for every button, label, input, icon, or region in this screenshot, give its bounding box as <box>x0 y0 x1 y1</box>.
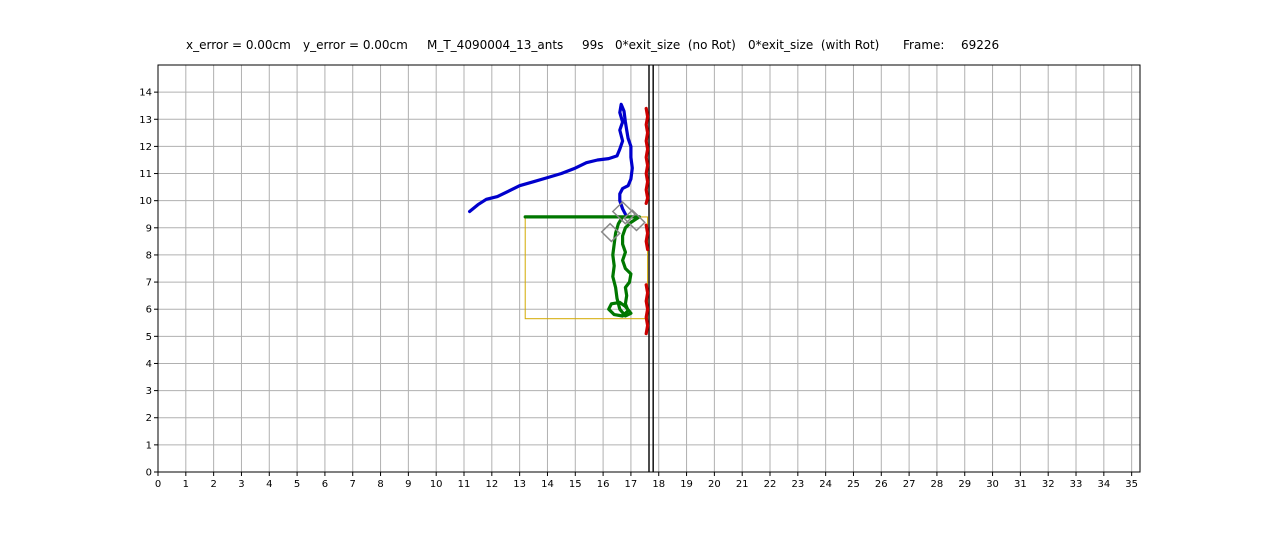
load-outline <box>611 200 637 225</box>
bounding-rectangle <box>524 216 649 320</box>
load-outline <box>622 209 646 232</box>
y-tick-label: 9 <box>146 223 152 234</box>
x-tick-label: 11 <box>458 479 471 490</box>
x-tick-label: 19 <box>680 479 693 490</box>
x-tick-label: 6 <box>322 479 328 490</box>
x-tick-label: 22 <box>764 479 777 490</box>
trajectory-line <box>644 106 650 205</box>
x-tick-label: 18 <box>652 479 665 490</box>
plot-frame <box>157 64 1141 473</box>
x-tick-label: 3 <box>238 479 244 490</box>
y-tick-label: 10 <box>139 196 152 207</box>
x-tick-label: 0 <box>155 479 161 490</box>
x-tick-label: 2 <box>210 479 216 490</box>
y-tick-label: 0 <box>146 468 152 479</box>
trajectory-line <box>523 215 641 318</box>
x-tick-label: 24 <box>819 479 832 490</box>
figure-title: x_error = 0.00cm y_error = 0.00cm M_T_40… <box>0 38 1268 56</box>
y-tick-label: 13 <box>139 115 152 126</box>
x-tick-label: 15 <box>569 479 582 490</box>
y-tick-label: 12 <box>139 142 152 153</box>
wall-layer <box>648 65 654 472</box>
x-tick-label: 21 <box>736 479 749 490</box>
series-layer <box>468 102 650 336</box>
x-tick-label: 31 <box>1014 479 1027 490</box>
trajectory-line <box>644 283 650 336</box>
x-tick-label: 4 <box>266 479 272 490</box>
x-tick-label: 27 <box>903 479 916 490</box>
x-tick-label: 35 <box>1125 479 1138 490</box>
x-tick-label: 33 <box>1070 479 1083 490</box>
time-label: 99s <box>582 38 604 52</box>
exit-with-rot-label: 0*exit_size (with Rot) <box>748 38 880 52</box>
axis-layer: 0 1 2 3 4 5 6 7 8 9 10 11 12 13 14 15 16 17 18 19 20 21 22 23 24… <box>139 64 1141 490</box>
load-outline <box>600 222 621 243</box>
exit-no-rot-label: 0*exit_size (no Rot) <box>615 38 736 52</box>
frame-label: Frame: <box>903 38 945 52</box>
x-tick-label: 20 <box>708 479 721 490</box>
x-tick-label: 26 <box>875 479 888 490</box>
x-tick-label: 34 <box>1097 479 1110 490</box>
y-tick-label: 11 <box>139 169 152 180</box>
x-tick-label: 1 <box>183 479 189 490</box>
load-layer <box>600 200 646 243</box>
x-tick-label: 30 <box>986 479 999 490</box>
x-tick-label: 28 <box>931 479 944 490</box>
experiment-label: M_T_4090004_13_ants <box>427 38 564 52</box>
x-tick-label: 9 <box>405 479 411 490</box>
y-tick-label: 3 <box>146 386 152 397</box>
y-tick-label: 7 <box>146 278 152 289</box>
x-tick-label: 29 <box>958 479 971 490</box>
y-error-label: y_error = 0.00cm <box>303 38 408 52</box>
x-tick-label: 5 <box>294 479 300 490</box>
y-tick-label: 4 <box>146 359 152 370</box>
y-tick-label: 14 <box>139 88 152 99</box>
x-tick-label: 32 <box>1042 479 1055 490</box>
x-tick-label: 17 <box>625 479 638 490</box>
x-tick-label: 8 <box>377 479 383 490</box>
x-error-label: x_error = 0.00cm <box>186 38 291 52</box>
x-tick-label: 14 <box>541 479 554 490</box>
y-tick-label: 8 <box>146 250 152 261</box>
y-tick-label: 5 <box>146 332 152 343</box>
x-tick-label: 16 <box>597 479 610 490</box>
x-tick-label: 10 <box>430 479 443 490</box>
x-tick-label: 13 <box>513 479 526 490</box>
y-tick-label: 2 <box>146 413 152 424</box>
trajectory-line <box>468 102 634 216</box>
y-tick-label: 6 <box>146 305 152 316</box>
x-tick-label: 12 <box>485 479 498 490</box>
bounding-box-layer <box>524 216 649 320</box>
x-tick-label: 7 <box>350 479 356 490</box>
x-tick-label: 25 <box>847 479 860 490</box>
trajectory-line <box>644 223 650 252</box>
y-tick-label: 1 <box>146 440 152 451</box>
x-tick-label: 23 <box>791 479 804 490</box>
frame-value: 69226 <box>961 38 1000 52</box>
